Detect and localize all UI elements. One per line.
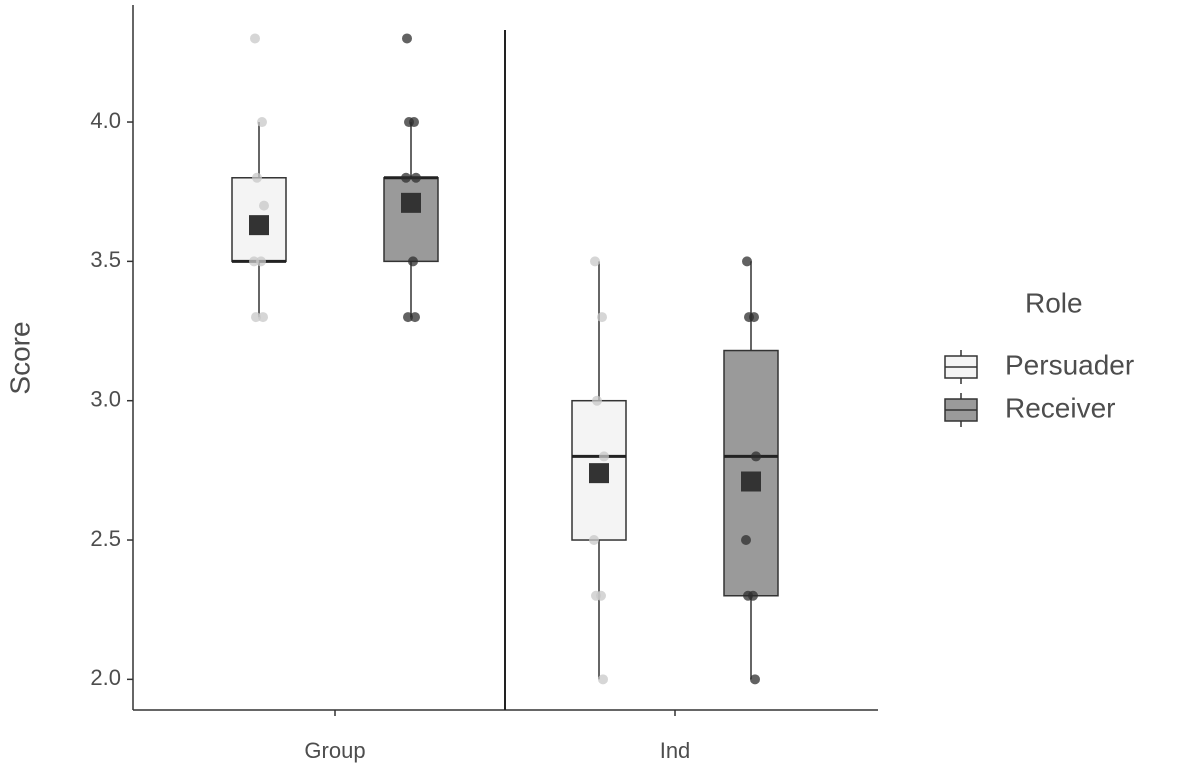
point <box>252 172 262 183</box>
y-axis-title: Score <box>4 321 35 394</box>
point <box>404 117 414 128</box>
point <box>591 590 601 601</box>
point <box>410 312 420 323</box>
point <box>249 256 259 267</box>
point <box>250 33 260 44</box>
point <box>597 312 607 323</box>
point <box>258 312 268 323</box>
point <box>599 451 609 462</box>
point <box>751 451 761 462</box>
point <box>259 200 269 211</box>
box <box>383 177 439 263</box>
legend-label: Receiver <box>1005 392 1115 423</box>
y-tick-label: 3.0 <box>90 387 121 412</box>
mean <box>401 192 421 213</box>
point <box>598 674 608 685</box>
point <box>750 674 760 685</box>
x-tick-label: Group <box>304 738 365 763</box>
point <box>592 395 602 406</box>
point <box>590 256 600 267</box>
point <box>402 33 412 44</box>
point <box>257 117 267 128</box>
point <box>742 256 752 267</box>
mean <box>589 463 609 484</box>
y-tick-label: 3.5 <box>90 247 121 272</box>
mean <box>249 215 269 236</box>
point <box>411 172 421 183</box>
mean <box>741 471 761 492</box>
legend-label: Persuader <box>1005 349 1134 380</box>
point <box>251 312 261 323</box>
point <box>401 172 411 183</box>
point <box>403 312 413 323</box>
point <box>741 535 751 546</box>
point <box>256 256 266 267</box>
point <box>743 590 753 601</box>
point <box>744 312 754 323</box>
point <box>589 535 599 546</box>
y-tick-label: 2.5 <box>90 526 121 551</box>
point <box>408 256 418 267</box>
legend-title: Role <box>1025 287 1083 318</box>
y-tick-label: 4.0 <box>90 108 121 133</box>
y-tick-label: 2.0 <box>90 665 121 690</box>
x-tick-label: Ind <box>660 738 691 763</box>
